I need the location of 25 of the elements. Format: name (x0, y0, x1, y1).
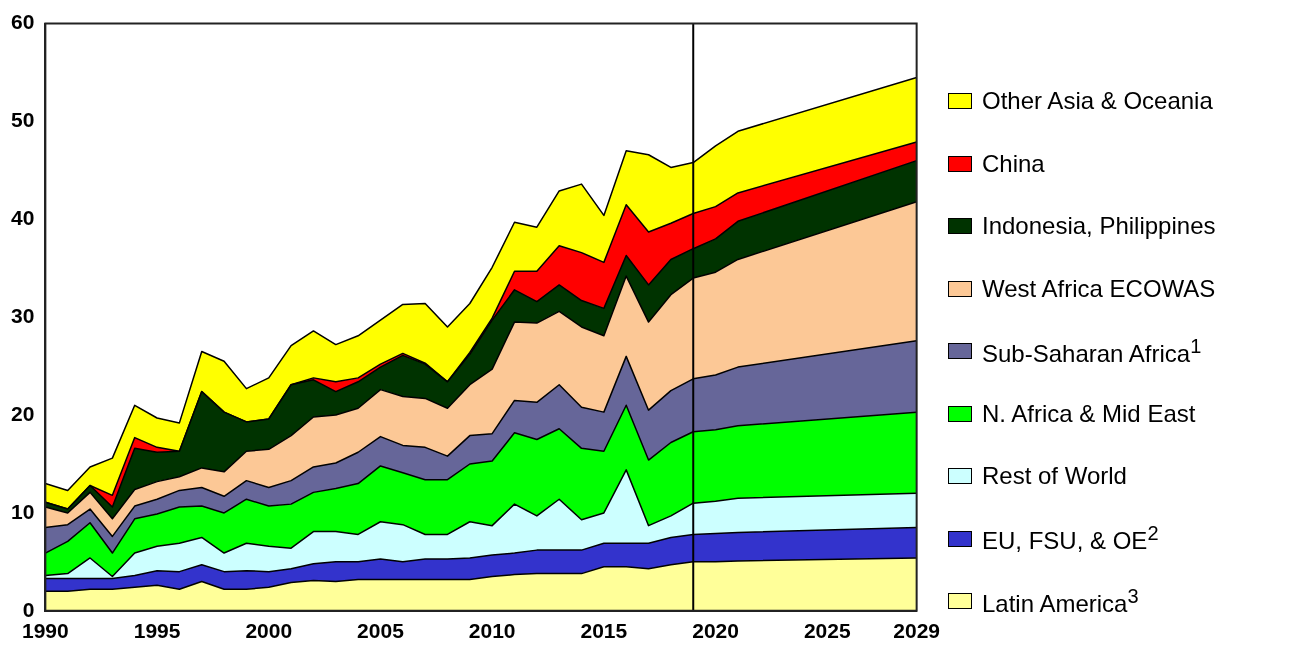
x-tick-label: 2029 (893, 619, 940, 643)
x-tick-label: 2015 (580, 619, 628, 643)
legend-label: EU, FSU, & OE$^{2}$ (982, 522, 1159, 556)
y-tick-label: 40 (11, 206, 35, 230)
x-tick-label: 1995 (133, 619, 181, 643)
legend-label: Indonesia, Philippines (982, 212, 1216, 241)
legend-label: Sub-Saharan Africa$^{1}$ (982, 334, 1202, 368)
x-tick-label: 2010 (468, 619, 516, 643)
x-tick-label: 2025 (803, 619, 851, 643)
legend-label: Other Asia & Oceania (982, 87, 1213, 116)
y-tick-label: 10 (11, 499, 35, 523)
y-tick-label: 0 (22, 597, 35, 621)
legend-label: Latin America$^{3}$ (982, 584, 1139, 618)
y-tick-label: 20 (11, 401, 35, 425)
y-tick-label: 30 (11, 304, 35, 327)
x-tick-label: 2020 (692, 619, 739, 643)
y-tick-label: 50 (11, 108, 35, 132)
x-tick-label: 1990 (22, 619, 69, 643)
y-tick-label: 60 (11, 10, 35, 34)
x-tick-label: 2000 (245, 619, 293, 643)
legend-label: West Africa ECOWAS (982, 274, 1216, 303)
x-tick-label: 2005 (357, 619, 405, 643)
legend-label: N. Africa & Mid East (982, 399, 1196, 428)
legend-label: Rest of World (982, 462, 1127, 491)
legend-label: China (982, 149, 1045, 178)
